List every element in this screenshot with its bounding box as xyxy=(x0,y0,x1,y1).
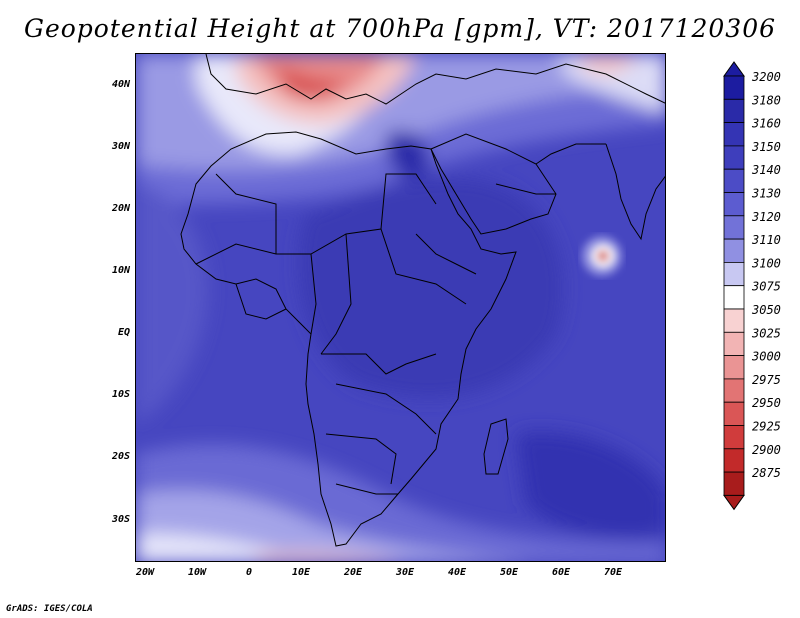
colorbar-swatch xyxy=(723,448,745,473)
colorbar-label: 3160 xyxy=(751,117,781,131)
lat-label-10n: 10N xyxy=(111,265,130,276)
colorbar-swatch xyxy=(723,425,745,450)
lat-label-40n: 40N xyxy=(111,79,130,90)
lat-label-10s: 10S xyxy=(111,389,130,400)
geopotential-field xyxy=(136,54,665,561)
colorbar-swatch xyxy=(723,285,745,310)
lat-label-30s: 30S xyxy=(111,514,130,525)
colorbar-swatch xyxy=(723,122,745,147)
colorbar-swatch xyxy=(723,192,745,217)
colorbar-swatch xyxy=(723,98,745,123)
colorbar-label: 2950 xyxy=(752,396,781,410)
colorbar-swatch xyxy=(723,75,745,100)
colorbar-swatch xyxy=(723,261,745,287)
lat-label-20s: 20S xyxy=(111,451,130,462)
lon-label-30e: 30E xyxy=(395,567,415,578)
colorbar-swatch xyxy=(723,238,745,263)
colorbar-label: 3120 xyxy=(751,210,781,224)
colorbar-label: 3200 xyxy=(751,70,781,84)
map-plot-area xyxy=(135,53,666,562)
colorbar-swatch xyxy=(723,331,745,356)
lon-label-0: 0 xyxy=(245,567,253,578)
colorbar-label: 2875 xyxy=(752,466,781,480)
colorbar-label: 3180 xyxy=(751,93,781,107)
colorbar-label: 3075 xyxy=(751,280,781,294)
lon-label-20e: 20E xyxy=(343,567,363,578)
colorbar-swatch xyxy=(723,378,745,403)
lon-label-10e: 10E xyxy=(291,567,311,578)
colorbar-swatch xyxy=(723,471,745,496)
lon-label-60e: 60E xyxy=(551,567,571,578)
colorbar-label: 3110 xyxy=(751,233,781,247)
lat-label-20n: 20N xyxy=(111,203,130,214)
colorbar-label: 3050 xyxy=(751,303,781,317)
colorbar-label: 3140 xyxy=(751,163,781,177)
colorbar-label: 3100 xyxy=(751,256,781,270)
colorbar-top-arrow xyxy=(723,61,745,77)
colorbar-swatch xyxy=(723,401,745,426)
lat-label-eq: EQ xyxy=(117,327,130,338)
lon-label-20w: 20W xyxy=(135,567,155,578)
lon-label-70e: 70E xyxy=(603,567,623,578)
colorbar-swatch xyxy=(723,168,745,193)
colorbar-label: 2975 xyxy=(752,373,781,387)
lon-label-10w: 10W xyxy=(187,567,207,578)
colorbar-label: 3025 xyxy=(751,326,781,340)
colorbar-swatch xyxy=(723,355,745,380)
map-title: Geopotential Height at 700hPa [gpm], VT:… xyxy=(23,14,777,43)
lat-label-30n: 30N xyxy=(111,141,130,152)
lon-label-50e: 50E xyxy=(499,567,519,578)
grads-credit: GrADS: IGES/COLA xyxy=(6,604,93,614)
colorbar-label: 3130 xyxy=(751,187,781,201)
lon-label-40e: 40E xyxy=(447,567,467,578)
colorbar-swatch xyxy=(723,308,745,333)
colorbar-swatch xyxy=(723,215,745,240)
colorbar-label: 2925 xyxy=(752,420,781,434)
colorbar-label: 3000 xyxy=(751,350,781,364)
colorbar-label: 3150 xyxy=(751,140,781,154)
colorbar-bottom-arrow xyxy=(723,494,745,511)
colorbar-swatch xyxy=(723,145,745,170)
colorbar-svg: 3200 3180 3160 3150 3140 3130 3120 3110 3100 3075… xyxy=(723,61,781,511)
colorbar: 3200 3180 3160 3150 3140 3130 3120 3110 3100 3075… xyxy=(723,61,781,513)
colorbar-label: 2900 xyxy=(752,443,781,457)
